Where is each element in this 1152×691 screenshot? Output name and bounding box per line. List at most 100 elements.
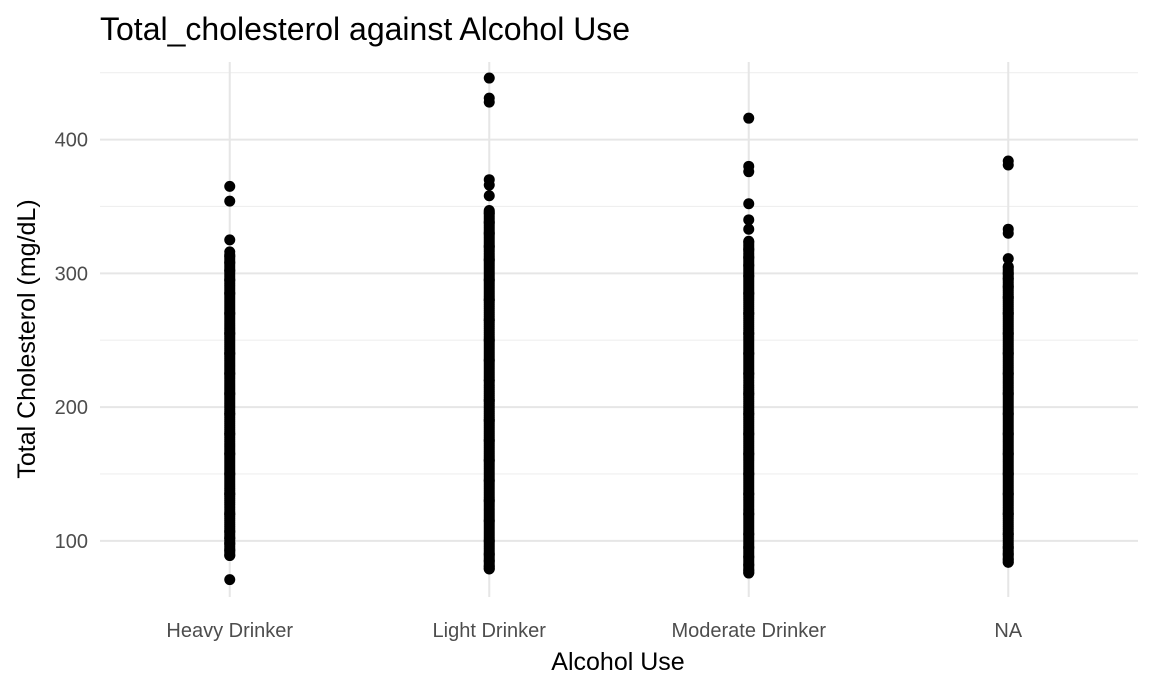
data-point <box>743 508 755 520</box>
data-point <box>483 455 495 467</box>
data-point <box>483 204 495 216</box>
data-point <box>1002 281 1014 293</box>
data-point <box>224 195 236 207</box>
data-point <box>224 265 236 277</box>
data-point <box>483 354 495 366</box>
grid <box>100 62 1138 597</box>
data-point <box>743 528 755 540</box>
data-point <box>483 274 495 286</box>
data-point <box>1002 155 1014 167</box>
data-point <box>1002 388 1014 400</box>
data-point <box>1002 291 1014 303</box>
data-point <box>743 408 755 420</box>
data-point <box>743 428 755 440</box>
data-point <box>483 394 495 406</box>
data-points <box>224 72 1014 586</box>
data-point <box>743 307 755 319</box>
data-point <box>1002 428 1014 440</box>
data-point <box>1002 488 1014 500</box>
x-tick-label: Moderate Drinker <box>671 620 826 642</box>
y-tick-label: 100 <box>55 531 88 553</box>
data-point <box>224 348 236 360</box>
x-tick-label: NA <box>994 620 1022 642</box>
data-point <box>483 495 495 507</box>
data-point <box>1002 307 1014 319</box>
data-point <box>483 254 495 266</box>
data-point <box>743 160 755 172</box>
data-point <box>743 112 755 124</box>
data-point <box>224 388 236 400</box>
data-point <box>743 448 755 460</box>
data-point <box>743 235 755 247</box>
data-point <box>743 388 755 400</box>
data-point <box>224 428 236 440</box>
data-point <box>224 307 236 319</box>
chart-title: Total_cholesterol against Alcohol Use <box>100 11 630 47</box>
data-point <box>743 251 755 263</box>
data-point <box>483 217 495 228</box>
data-point <box>224 246 236 258</box>
data-point <box>743 287 755 299</box>
data-point <box>1002 468 1014 480</box>
data-point <box>224 448 236 460</box>
data-point <box>224 574 236 586</box>
y-axis-title: Total Cholesterol (mg/dL) <box>13 199 41 478</box>
data-point <box>224 328 236 340</box>
data-point <box>483 374 495 386</box>
data-point <box>483 435 495 447</box>
data-point <box>743 488 755 500</box>
data-point <box>743 551 755 563</box>
data-point <box>483 515 495 527</box>
data-point <box>483 72 495 84</box>
data-point <box>224 274 236 286</box>
data-point <box>224 488 236 500</box>
data-point <box>1002 328 1014 340</box>
data-point <box>743 328 755 340</box>
data-point <box>743 214 755 226</box>
data-point <box>1002 348 1014 360</box>
data-point <box>483 548 495 560</box>
data-point <box>1002 261 1014 273</box>
data-point <box>743 198 755 210</box>
data-point <box>224 234 236 246</box>
data-point <box>743 270 755 282</box>
x-tick-label: Heavy Drinker <box>166 620 293 642</box>
y-tick-label: 400 <box>55 130 88 152</box>
data-point <box>743 223 755 235</box>
data-point <box>224 180 236 192</box>
data-point <box>224 408 236 420</box>
data-point <box>1002 448 1014 460</box>
data-point <box>224 468 236 480</box>
data-point <box>483 414 495 426</box>
data-point <box>224 525 236 537</box>
data-point <box>1002 508 1014 520</box>
data-point <box>1002 223 1014 235</box>
data-point <box>224 508 236 520</box>
data-point <box>224 368 236 380</box>
x-axis-ticks: Heavy Drinker Light Drinker Moderate Drink… <box>166 620 1022 642</box>
data-point <box>1002 368 1014 380</box>
data-point <box>483 241 495 253</box>
data-point <box>743 368 755 380</box>
data-point <box>1002 408 1014 420</box>
data-point <box>1002 528 1014 540</box>
y-tick-label: 200 <box>55 397 88 419</box>
data-point <box>483 92 495 104</box>
data-point <box>483 334 495 346</box>
data-point <box>743 348 755 360</box>
data-point <box>224 287 236 299</box>
data-point <box>483 535 495 547</box>
data-point <box>743 542 755 554</box>
data-point <box>743 243 755 255</box>
data-point <box>483 314 495 326</box>
x-tick-label: Light Drinker <box>433 620 547 642</box>
data-point <box>483 174 495 186</box>
y-axis-ticks: 100 200 300 400 <box>55 130 88 553</box>
data-point <box>483 475 495 487</box>
data-point <box>743 259 755 271</box>
data-point <box>743 468 755 480</box>
data-point <box>483 294 495 306</box>
y-tick-label: 300 <box>55 263 88 285</box>
data-point <box>743 559 755 571</box>
